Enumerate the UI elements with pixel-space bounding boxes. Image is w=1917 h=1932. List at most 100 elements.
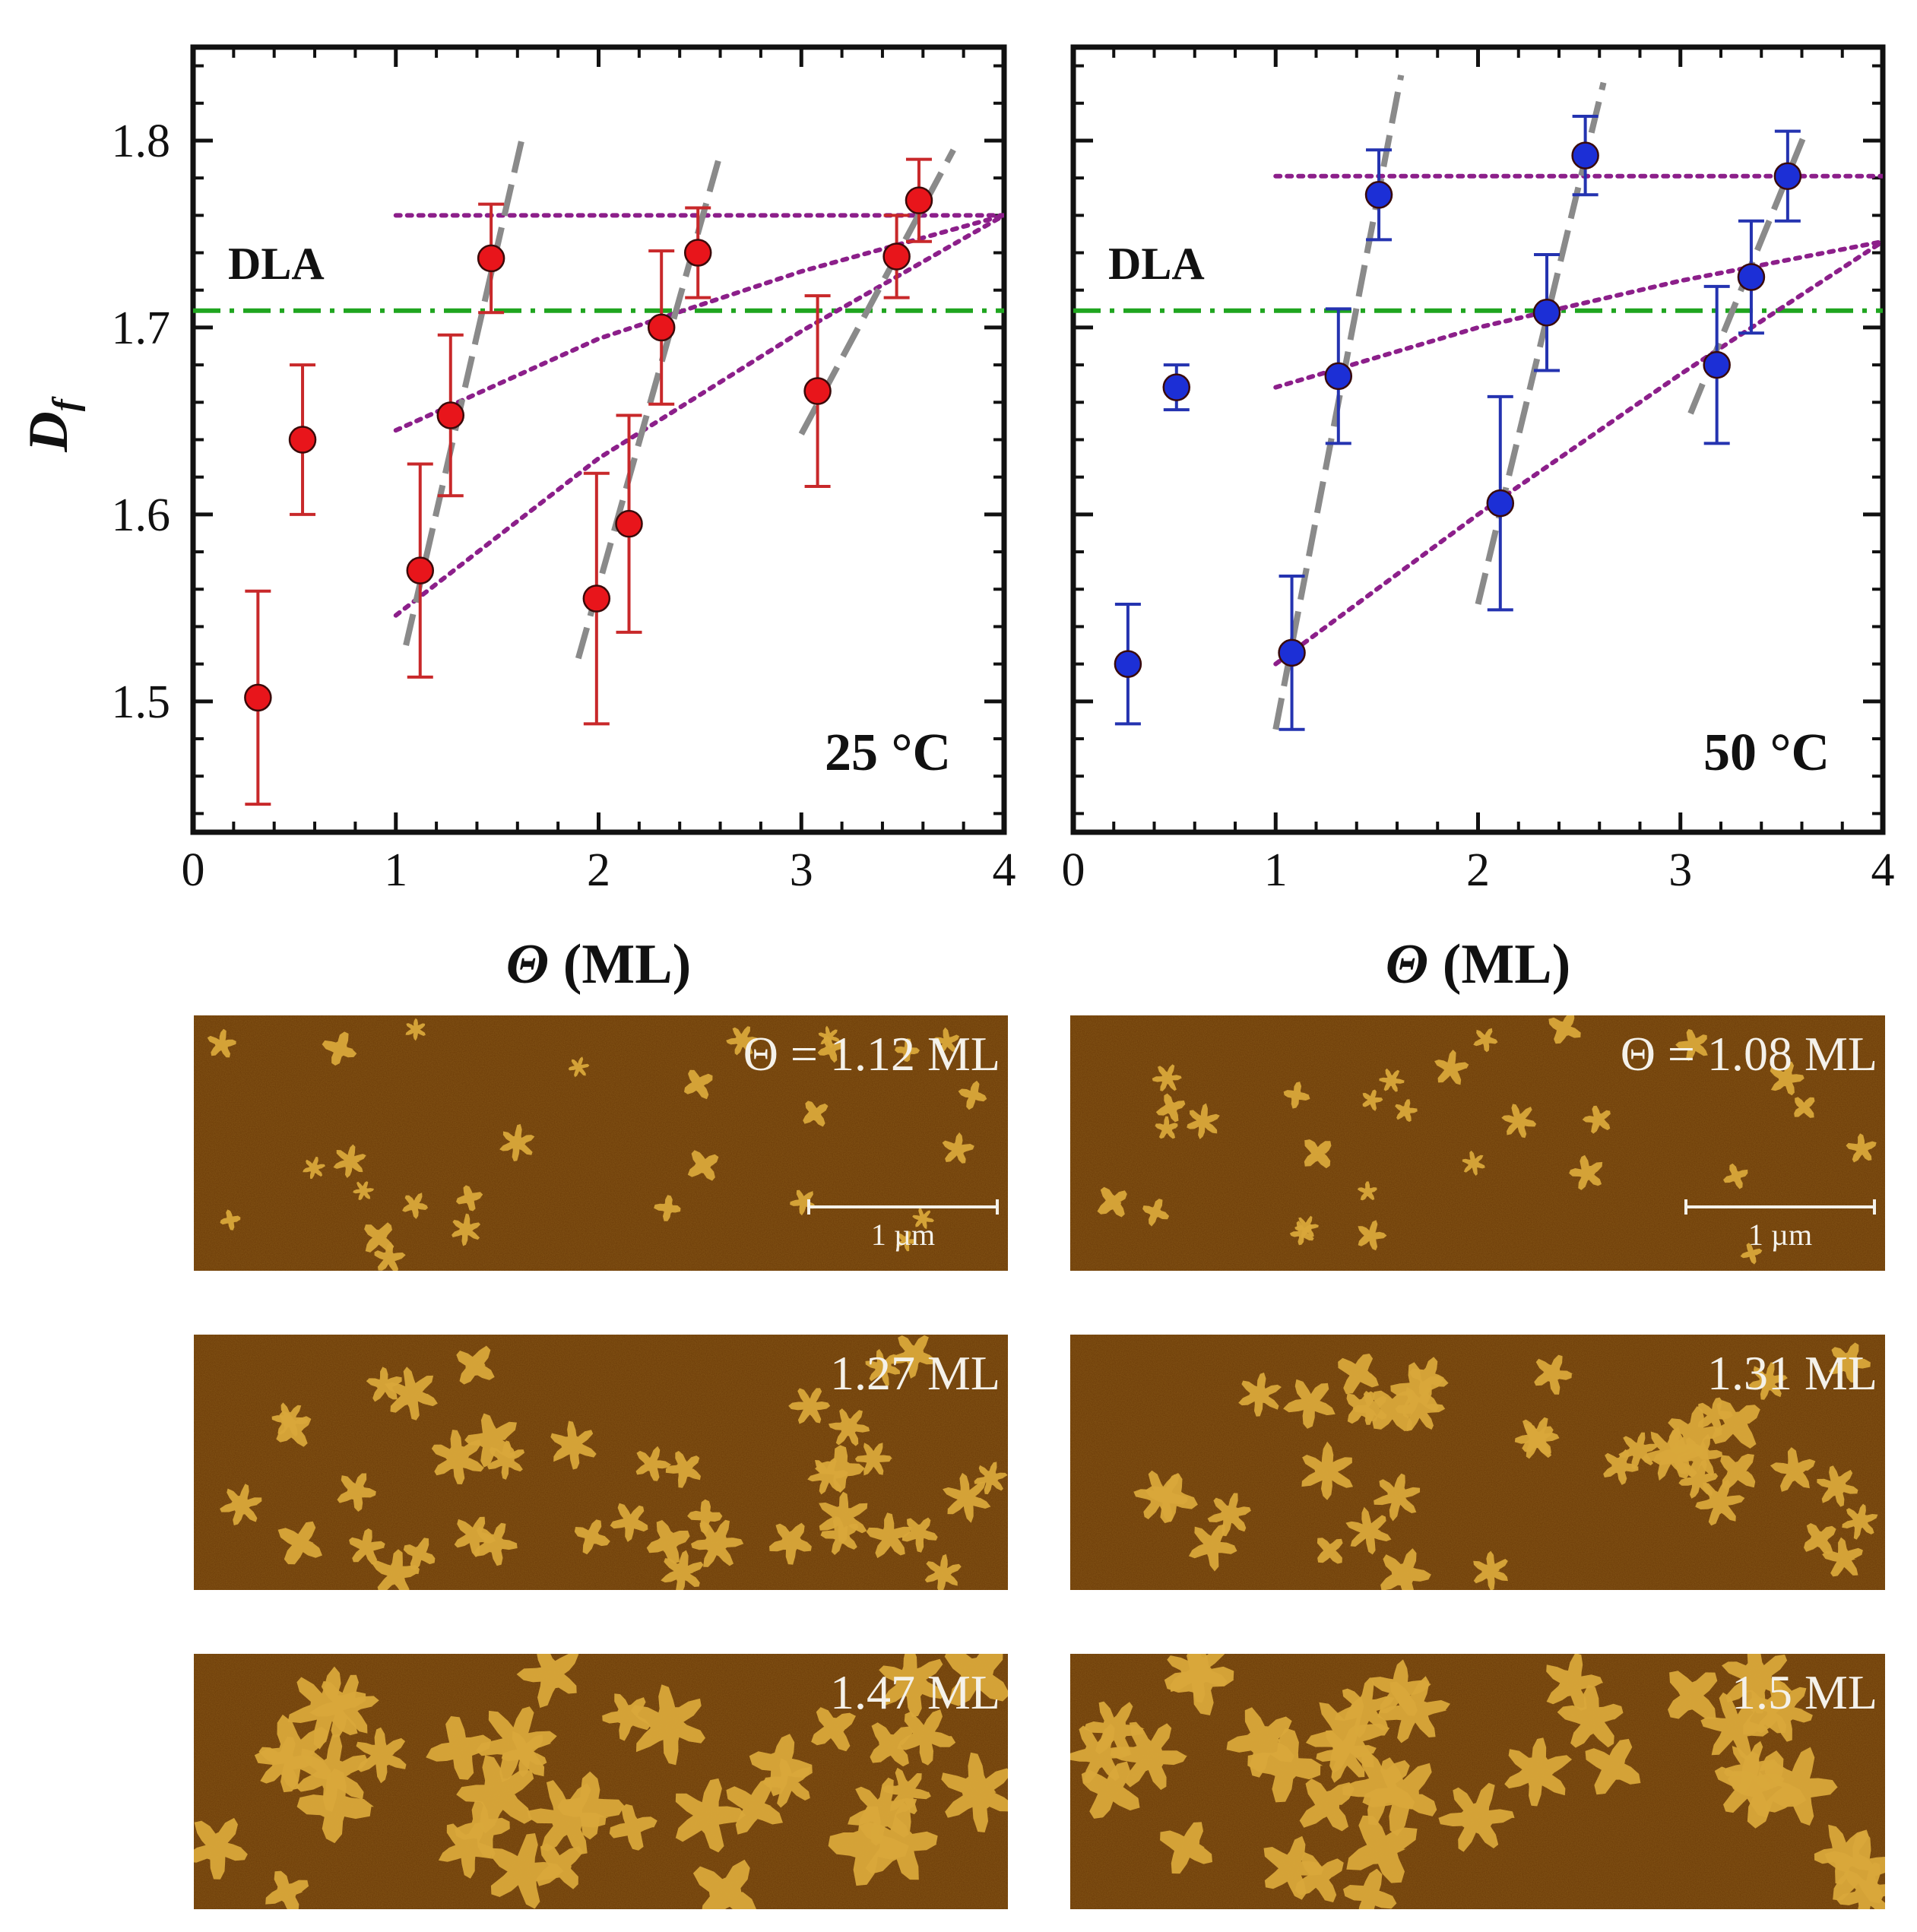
afm-island	[865, 1348, 901, 1386]
afm-island	[630, 1684, 705, 1766]
afm-island	[557, 1771, 626, 1840]
afm-image-body	[1070, 1015, 1885, 1271]
afm-island	[1603, 1449, 1639, 1485]
afm-island	[1740, 1243, 1763, 1265]
afm-images-50C: Θ = 1.08 ML 1 µm 1.31 ML 1.5 ML	[1070, 1015, 1885, 1909]
afm-island	[1473, 1550, 1508, 1590]
data-point	[882, 242, 911, 271]
afm-island	[405, 1018, 426, 1041]
afm-island	[1408, 1357, 1449, 1397]
afm-island	[1794, 1097, 1815, 1118]
afm-island	[1748, 1362, 1788, 1400]
afm-island	[303, 1156, 325, 1180]
afm-island	[1434, 1050, 1469, 1085]
afm-island	[1557, 1684, 1624, 1748]
afm-image-body	[194, 1015, 1008, 1271]
afm-image: Θ = 1.12 ML 1 µm	[194, 1015, 1008, 1271]
afm-island	[815, 1445, 866, 1493]
afm-island	[890, 1335, 936, 1379]
afm-island	[568, 1056, 590, 1078]
afm-island	[1697, 1397, 1734, 1434]
afm-island	[1187, 1103, 1220, 1139]
afm-island	[1473, 1028, 1498, 1053]
afm-island	[1395, 1386, 1446, 1432]
coverage-label: Θ = 1.12 ML	[743, 1027, 1000, 1081]
afm-island	[333, 1144, 366, 1178]
afm-island	[364, 1222, 394, 1253]
chart-panel-25C: 0 1 2 3 4 1.5 1.6 1.7 1.8 Θ (ML) DLA 25 °C	[112, 44, 1016, 996]
afm-island	[1188, 1524, 1237, 1572]
x-tick-label: 4	[1871, 844, 1895, 896]
afm-island	[1167, 1654, 1228, 1703]
afm-island	[322, 1031, 357, 1066]
afm-island	[1714, 1751, 1785, 1818]
x-tick-label: 1	[1264, 844, 1288, 896]
afm-island	[1438, 1782, 1515, 1852]
y-axis-symbol: D	[17, 411, 80, 452]
afm-island	[374, 1242, 406, 1271]
afm-island	[901, 1517, 938, 1553]
afm-island	[1514, 1417, 1560, 1459]
afm-island	[516, 1654, 579, 1709]
afm-island	[220, 1484, 262, 1525]
afm-island	[452, 1213, 481, 1246]
afm-island	[609, 1804, 657, 1851]
afm-island	[265, 1870, 309, 1909]
afm-island	[665, 1451, 701, 1488]
afm-island	[254, 1714, 331, 1793]
afm-island	[1642, 1427, 1697, 1481]
afm-island	[499, 1123, 535, 1161]
afm-island	[854, 1443, 892, 1476]
afm-island	[1238, 1372, 1282, 1417]
afm-island	[1342, 1752, 1415, 1826]
afm-island	[1304, 1139, 1332, 1169]
afm-island	[602, 1693, 651, 1741]
afm-island	[942, 1132, 974, 1164]
afm-island	[476, 1706, 557, 1782]
afm-island	[1722, 1654, 1792, 1714]
afm-island	[675, 1778, 746, 1853]
afm-island	[296, 1768, 374, 1844]
dotted-fit-line	[393, 213, 1004, 433]
afm-island	[654, 1195, 681, 1221]
afm-texture	[194, 1015, 1008, 1271]
data-point	[288, 426, 317, 454]
temperature-label: 50 °C	[1703, 724, 1830, 782]
x-axis-unit: (ML)	[1428, 933, 1570, 996]
afm-island	[1370, 1659, 1431, 1716]
data-point	[1324, 362, 1353, 391]
coverage-label: 1.5 ML	[1732, 1665, 1877, 1719]
afm-island	[1700, 1692, 1769, 1762]
afm-island	[1379, 1068, 1405, 1092]
afm-island	[941, 1752, 1008, 1832]
temperature-label: 25 °C	[825, 724, 951, 782]
afm-island	[1462, 1150, 1485, 1176]
afm-island	[1504, 1737, 1573, 1807]
x-axis-unit: (ML)	[549, 933, 691, 996]
x-tick-label: 3	[1668, 844, 1692, 896]
afm-island	[1548, 1015, 1581, 1044]
plot-area	[193, 140, 1004, 660]
afm-island	[866, 1512, 912, 1559]
afm-island	[790, 1189, 816, 1216]
afm-island	[454, 1516, 496, 1557]
afm-island	[1081, 1761, 1140, 1819]
data-point	[1114, 650, 1142, 678]
x-tick-label: 0	[182, 844, 205, 896]
data-point	[1571, 141, 1599, 169]
afm-image-body	[1070, 1335, 1885, 1590]
afm-island	[1546, 1654, 1603, 1711]
afm-island	[438, 1822, 496, 1879]
afm-island	[271, 1402, 309, 1437]
afm-island	[456, 1345, 495, 1385]
afm-island	[1346, 1391, 1378, 1424]
afm-island	[1357, 1181, 1377, 1201]
afm-island	[820, 1516, 859, 1555]
afm-island	[1362, 1089, 1383, 1111]
data-point	[1737, 263, 1766, 291]
afm-island	[944, 1654, 1008, 1706]
y-tick-label: 1.7	[112, 302, 171, 354]
afm-island	[1582, 1105, 1611, 1134]
afm-island	[1294, 1851, 1344, 1902]
data-point	[1486, 489, 1515, 518]
